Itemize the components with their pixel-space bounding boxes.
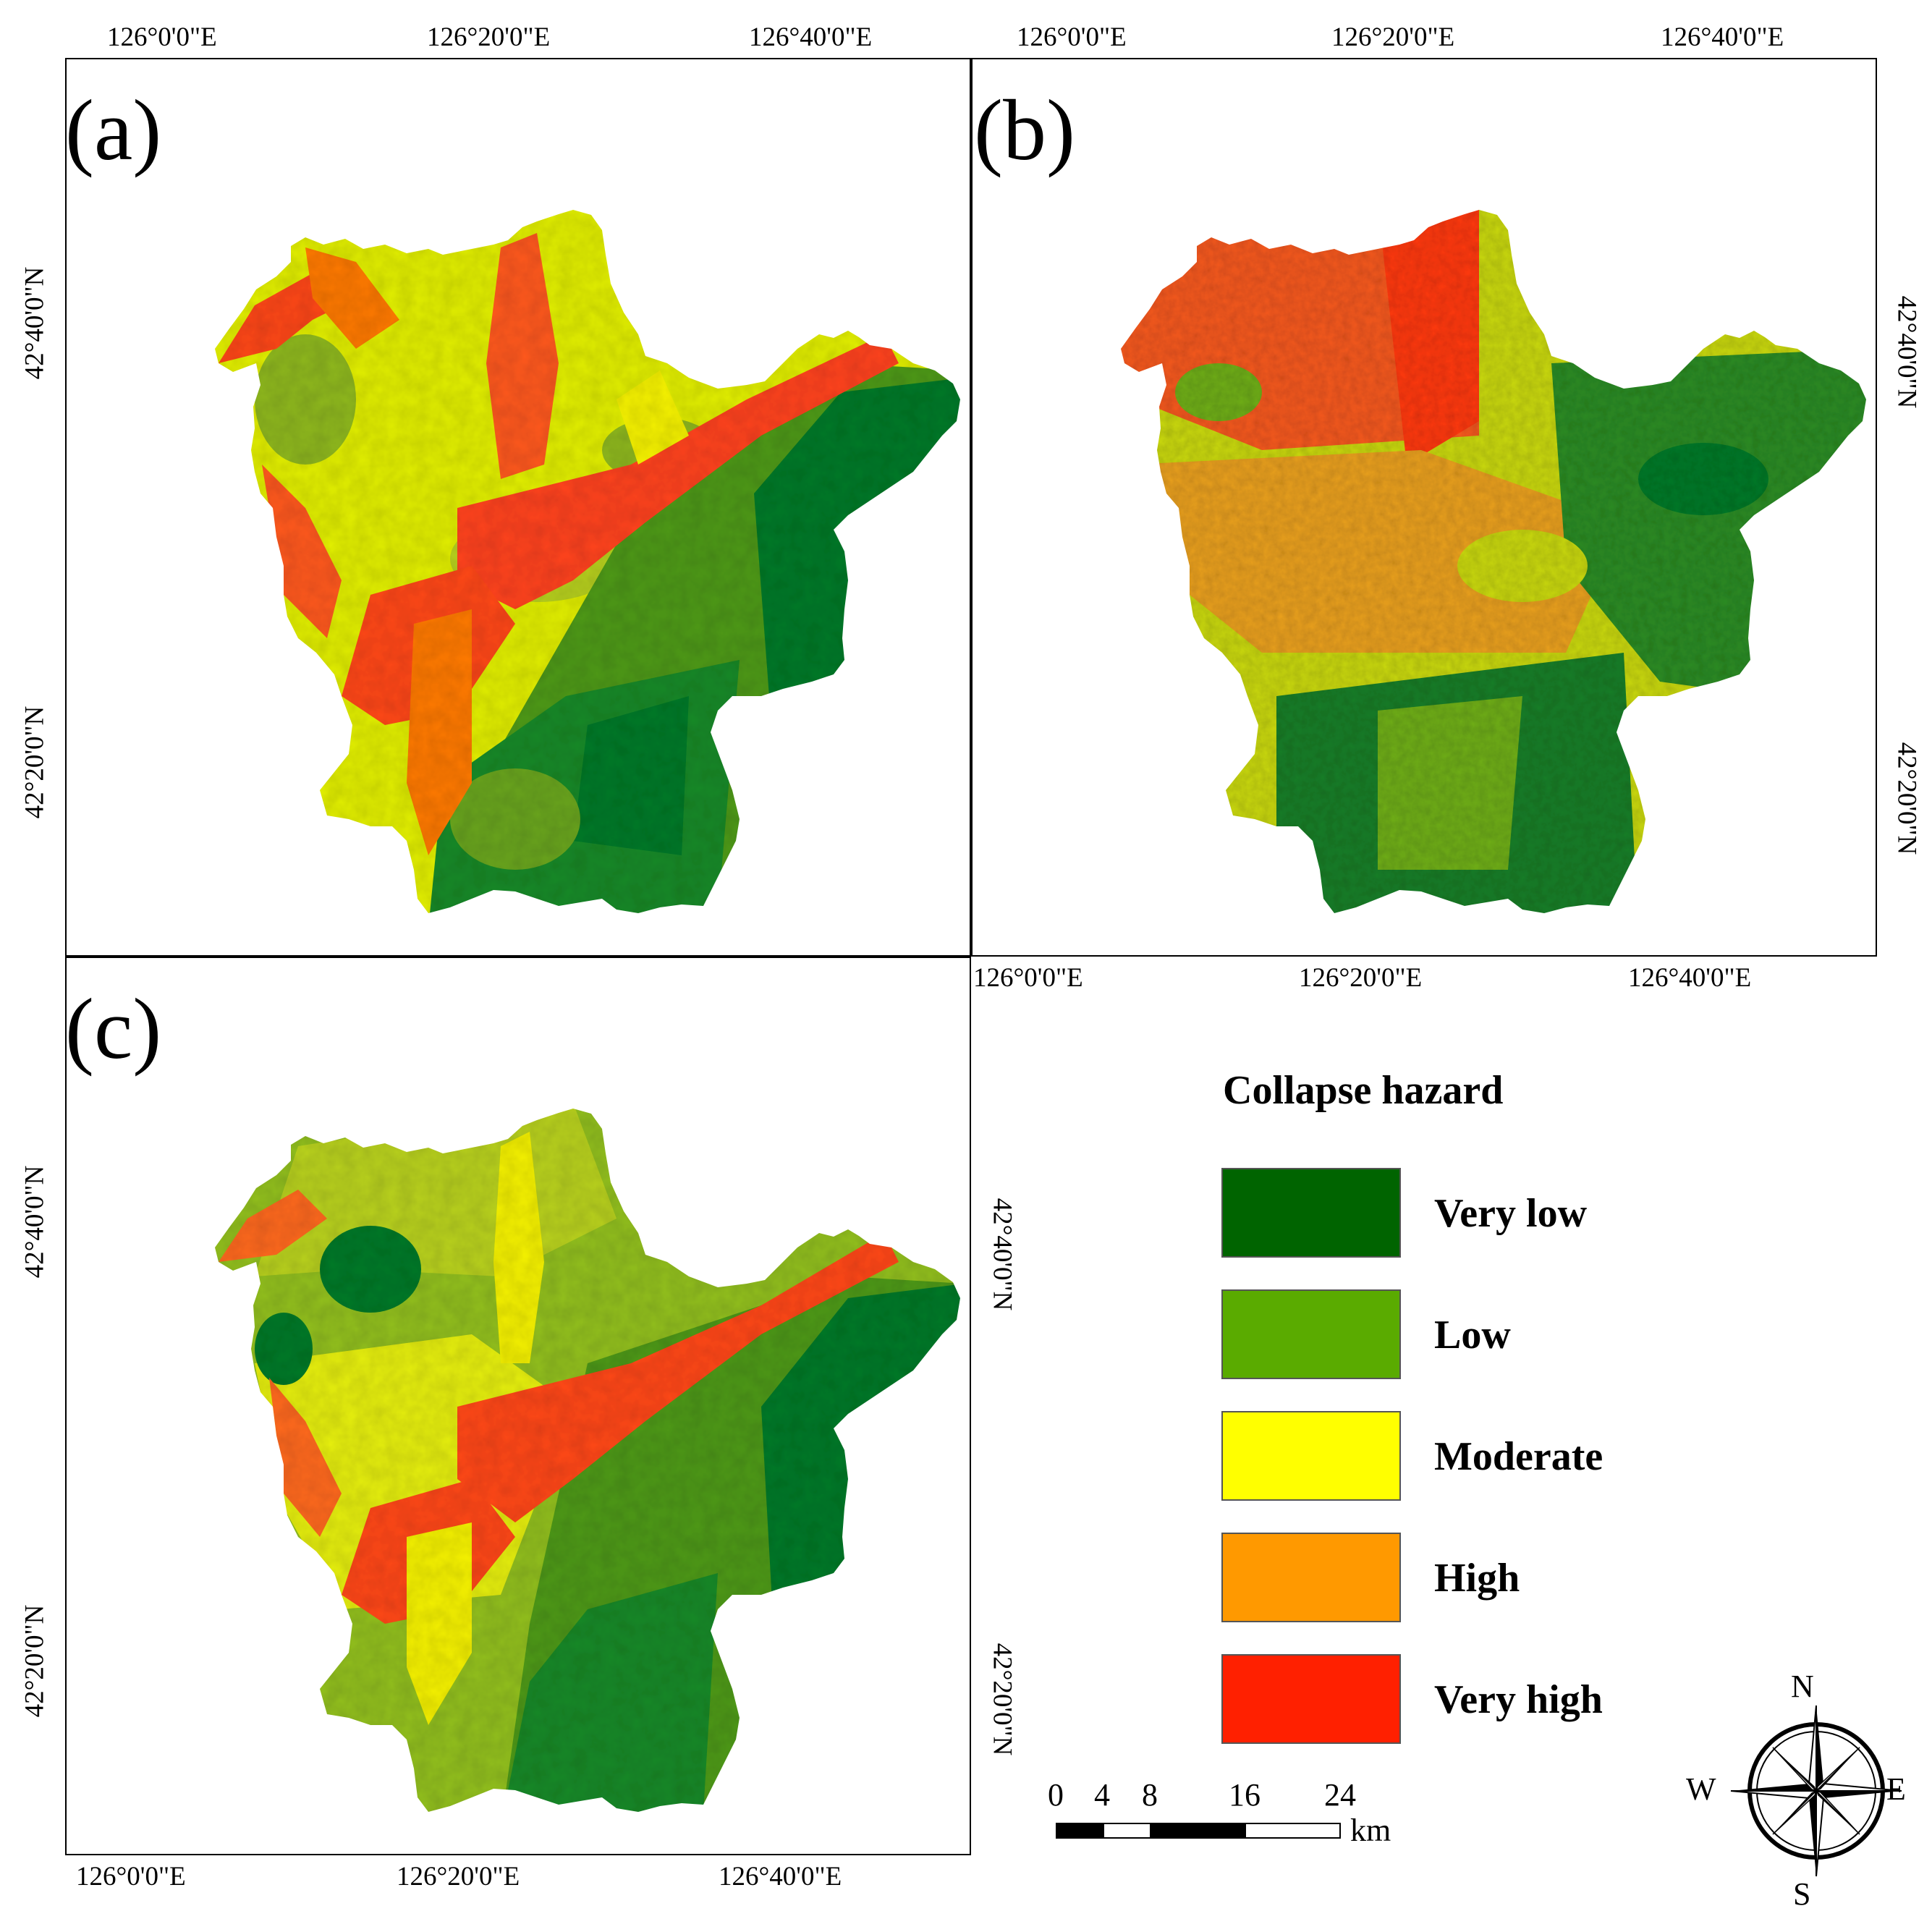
- lon-label-b-3: 126°40'0"E: [1661, 22, 1784, 52]
- legend-swatch-very-low: [1221, 1168, 1401, 1258]
- scale-tick-8: 8: [1142, 1777, 1158, 1813]
- compass-rose-icon: [1730, 1705, 1902, 1877]
- compass-w: W: [1686, 1771, 1716, 1807]
- map-panel-a: (a): [65, 58, 971, 957]
- map-panel-b: (b): [971, 58, 1877, 957]
- panel-label-b: (b): [974, 82, 1075, 178]
- lon-label-b-bottom-1: 126°0'0"E: [973, 963, 1083, 993]
- lat-label-c-2: 42°20'0"N: [20, 1604, 50, 1718]
- lat-label-c-r-1: 42°40'0"N: [987, 1198, 1017, 1311]
- legend-title: Collapse hazard: [1223, 1068, 1504, 1113]
- legend-label-very-low: Very low: [1434, 1191, 1588, 1236]
- scale-tick-16: 16: [1229, 1777, 1261, 1813]
- lon-label-c-1: 126°0'0"E: [76, 1862, 186, 1891]
- lon-label-b-1: 126°0'0"E: [1017, 22, 1127, 52]
- hazard-map-b: [1121, 210, 1866, 913]
- compass-n: N: [1791, 1669, 1814, 1704]
- scale-tick-4: 4: [1094, 1777, 1110, 1813]
- compass-e: E: [1886, 1771, 1906, 1807]
- legend-label-very-high: Very high: [1434, 1677, 1603, 1722]
- hazard-map-c: [215, 1109, 960, 1812]
- lon-label-a-2: 126°20'0"E: [427, 22, 551, 52]
- lat-label-b-1: 42°40'0"N: [1891, 295, 1922, 409]
- scale-unit: km: [1350, 1813, 1391, 1848]
- legend-label-moderate: Moderate: [1434, 1434, 1603, 1479]
- scale-tick-24: 24: [1324, 1777, 1356, 1813]
- legend-label-low: Low: [1434, 1313, 1511, 1357]
- lon-label-c-3: 126°40'0"E: [719, 1862, 842, 1891]
- legend-swatch-low: [1221, 1289, 1401, 1379]
- lon-label-b-2: 126°20'0"E: [1331, 22, 1455, 52]
- legend-swatch-high: [1221, 1533, 1401, 1622]
- hazard-map-a: [215, 210, 960, 913]
- panel-label-a: (a): [65, 82, 162, 178]
- compass-s: S: [1793, 1876, 1811, 1912]
- scale-bar: [1056, 1823, 1341, 1839]
- lat-label-a-1: 42°40'0"N: [20, 266, 50, 380]
- lon-label-b-bottom-2: 126°20'0"E: [1299, 963, 1423, 993]
- lat-label-c-1: 42°40'0"N: [20, 1165, 50, 1279]
- scale-tick-0: 0: [1048, 1777, 1064, 1813]
- lon-label-a-1: 126°0'0"E: [107, 22, 217, 52]
- panel-label-c: (c): [65, 980, 162, 1077]
- lat-label-b-2: 42°20'0"N: [1891, 742, 1922, 855]
- legend-swatch-moderate: [1221, 1411, 1401, 1501]
- legend-swatch-very-high: [1221, 1654, 1401, 1744]
- legend-label-high: High: [1434, 1556, 1520, 1601]
- lat-label-c-r-2: 42°20'0"N: [987, 1643, 1017, 1756]
- map-panel-c: (c): [65, 957, 971, 1855]
- lon-label-b-bottom-3: 126°40'0"E: [1628, 963, 1752, 993]
- lon-label-a-3: 126°40'0"E: [749, 22, 873, 52]
- lat-label-a-2: 42°20'0"N: [20, 706, 50, 819]
- lon-label-c-2: 126°20'0"E: [397, 1862, 520, 1891]
